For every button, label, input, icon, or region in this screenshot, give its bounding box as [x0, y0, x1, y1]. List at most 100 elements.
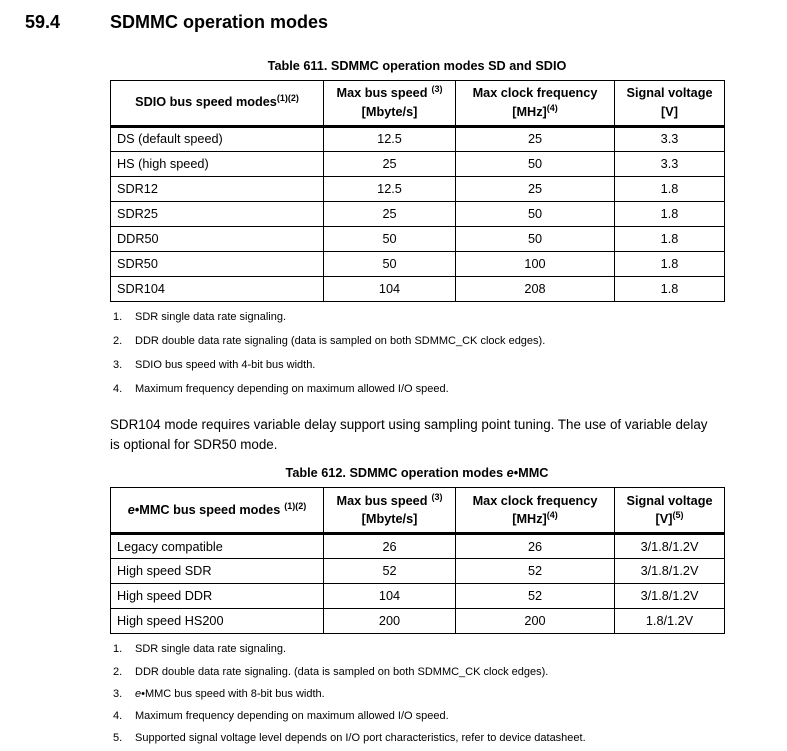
cell-frequency: 25 [455, 175, 615, 202]
cell-frequency: 50 [455, 225, 615, 252]
cell-voltage: 3/1.8/1.2V [614, 533, 725, 560]
footnote-number: 2. [113, 665, 123, 678]
column-header-sdio-modes: SDIO bus speed modes(1)(2) [110, 79, 324, 128]
footnote-item: 2. DDR double data rate signaling. (data… [113, 666, 724, 680]
cell-mode: High speed HS200 [110, 608, 324, 635]
table-row: High speed SDR 52 52 3/1.8/1.2V [110, 558, 725, 585]
cell-frequency: 52 [455, 558, 615, 585]
footnote-item: 5. Supported signal voltage level depend… [113, 732, 724, 746]
column-header-signal-voltage: Signal voltage [V](5) [614, 487, 725, 536]
footnote-text: DDR double data rate signaling (data is … [135, 334, 546, 347]
table611-caption: Table 611. SDMMC operation modes SD and … [267, 58, 567, 73]
table611-header-row: SDIO bus speed modes(1)(2) Max bus speed… [110, 79, 725, 128]
cell-frequency: 50 [455, 200, 615, 227]
cell-mode: SDR50 [110, 250, 324, 277]
section-number: 59.4 [25, 12, 61, 32]
cell-voltage: 1.8 [614, 175, 725, 202]
cell-speed: 104 [323, 275, 456, 302]
cell-frequency: 26 [455, 533, 615, 560]
cell-mode: DS (default speed) [110, 125, 324, 152]
footnote-number: 2. [113, 334, 123, 347]
cell-voltage: 1.8 [614, 200, 725, 227]
table-row: SDR25 25 50 1.8 [110, 200, 725, 227]
section-heading: 59.4 SDMMC operation modes [0, 0, 787, 34]
cell-speed: 104 [323, 583, 456, 610]
table-row: HS (high speed) 25 50 3.3 [110, 150, 725, 177]
footnote-number: 4. [113, 710, 123, 723]
table612-footnotes: 1. SDR single data rate signaling. 2. DD… [113, 643, 724, 746]
footnote-text: e•MMC bus speed with 8-bit bus width. [135, 687, 325, 700]
footnote-item: 4. Maximum frequency depending on maximu… [113, 383, 724, 397]
cell-frequency: 200 [455, 608, 615, 635]
footnote-text: SDIO bus speed with 4-bit bus width. [135, 359, 316, 372]
cell-voltage: 3.3 [614, 125, 725, 152]
cell-frequency: 208 [455, 275, 615, 302]
footnote-number: 1. [113, 310, 123, 323]
cell-speed: 50 [323, 225, 456, 252]
cell-speed: 50 [323, 250, 456, 277]
cell-frequency: 52 [455, 583, 615, 610]
footnote-item: 2. DDR double data rate signaling (data … [113, 335, 724, 349]
column-header-max-bus-speed: Max bus speed (3) [Mbyte/s] [323, 487, 456, 536]
column-header-emmc-modes: e•MMC bus speed modes (1)(2) [110, 487, 324, 536]
cell-voltage: 1.8 [614, 225, 725, 252]
cell-speed: 52 [323, 558, 456, 585]
cell-frequency: 25 [455, 125, 615, 152]
table-row: DS (default speed) 12.5 25 3.3 [110, 125, 725, 152]
footnote-text: Maximum frequency depending on maximum a… [135, 710, 449, 723]
cell-voltage: 1.8 [614, 250, 725, 277]
table-row: Legacy compatible 26 26 3/1.8/1.2V [110, 533, 725, 560]
footnote-item: 1. SDR single data rate signaling. [113, 643, 724, 657]
cell-voltage: 3/1.8/1.2V [614, 558, 725, 585]
table-row: SDR104 104 208 1.8 [110, 275, 725, 302]
footnote-item: 3. SDIO bus speed with 4-bit bus width. [113, 359, 724, 373]
cell-mode: SDR12 [110, 175, 324, 202]
cell-mode: High speed DDR [110, 583, 324, 610]
footnote-text: DDR double data rate signaling. (data is… [135, 665, 549, 678]
table-row: High speed HS200 200 200 1.8/1.2V [110, 608, 725, 635]
footnote-number: 3. [113, 687, 123, 700]
cell-mode: SDR25 [110, 200, 324, 227]
cell-mode: Legacy compatible [110, 533, 324, 560]
table-611: SDIO bus speed modes(1)(2) Max bus speed… [110, 79, 725, 302]
table-row: DDR50 50 50 1.8 [110, 225, 725, 252]
cell-mode: SDR104 [110, 275, 324, 302]
body-paragraph: SDR104 mode requires variable delay supp… [110, 417, 708, 453]
footnote-number: 5. [113, 732, 123, 745]
column-header-max-bus-speed: Max bus speed (3) [Mbyte/s] [323, 79, 456, 128]
cell-voltage: 3/1.8/1.2V [614, 583, 725, 610]
table612-caption: Table 612. SDMMC operation modes e•MMC [285, 466, 549, 481]
column-header-max-clock-frequency: Max clock frequency [MHz](4) [455, 79, 615, 128]
section-title: SDMMC operation modes [110, 12, 329, 32]
cell-frequency: 50 [455, 150, 615, 177]
cell-voltage: 3.3 [614, 150, 725, 177]
cell-frequency: 100 [455, 250, 615, 277]
cell-mode: High speed SDR [110, 558, 324, 585]
cell-speed: 26 [323, 533, 456, 560]
footnote-number: 1. [113, 643, 123, 656]
column-header-max-clock-frequency: Max clock frequency [MHz](4) [455, 487, 615, 536]
footnote-item: 1. SDR single data rate signaling. [113, 311, 724, 325]
footnote-text: SDR single data rate signaling. [135, 643, 287, 656]
cell-speed: 25 [323, 200, 456, 227]
column-header-signal-voltage: Signal voltage [V] [614, 79, 725, 128]
cell-speed: 12.5 [323, 175, 456, 202]
footnote-text: Supported signal voltage level depends o… [135, 732, 586, 745]
table611-footnotes: 1. SDR single data rate signaling. 2. DD… [113, 311, 724, 398]
footnote-item: 4. Maximum frequency depending on maximu… [113, 710, 724, 724]
cell-mode: DDR50 [110, 225, 324, 252]
cell-speed: 25 [323, 150, 456, 177]
table-row: SDR12 12.5 25 1.8 [110, 175, 725, 202]
table-612: e•MMC bus speed modes (1)(2) Max bus spee… [110, 487, 725, 635]
table612-header-row: e•MMC bus speed modes (1)(2) Max bus spee… [110, 487, 725, 536]
cell-voltage: 1.8/1.2V [614, 608, 725, 635]
footnote-number: 4. [113, 383, 123, 396]
footnote-text: Maximum frequency depending on maximum a… [135, 383, 449, 396]
table-row: SDR50 50 100 1.8 [110, 250, 725, 277]
cell-mode: HS (high speed) [110, 150, 324, 177]
footnote-text: SDR single data rate signaling. [135, 310, 287, 323]
table-row: High speed DDR 104 52 3/1.8/1.2V [110, 583, 725, 610]
cell-speed: 12.5 [323, 125, 456, 152]
footnote-item: 3. e•MMC bus speed with 8-bit bus width. [113, 688, 724, 702]
